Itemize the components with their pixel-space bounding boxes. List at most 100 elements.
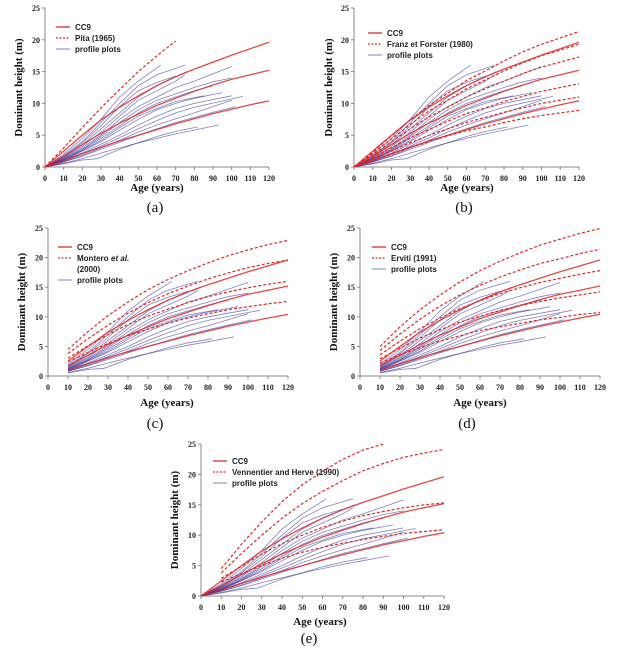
profile-plot-line	[379, 282, 561, 369]
profile-plot-line	[353, 74, 495, 168]
profile-plot-line	[200, 555, 390, 597]
x-tick-label: 30	[406, 174, 414, 183]
legend-label: CC9	[387, 29, 404, 38]
model-curve-dashed	[379, 270, 601, 356]
y-tick-label: 20	[188, 470, 196, 479]
profile-plot-line	[200, 510, 404, 597]
x-tick-label: 50	[456, 383, 464, 392]
x-tick-label: 0	[199, 603, 203, 612]
profile-plot-line	[44, 124, 219, 168]
chart-panel-b: 0 10 20 30 40 50 60 70 80 90 100 110 120 0 5 10 15 20 25 Ag…	[323, 4, 585, 216]
model-curve-dashed	[67, 300, 289, 363]
profile-plot-line	[379, 299, 541, 370]
x-tick-label: 100	[536, 174, 548, 183]
profile-plot-line	[44, 92, 223, 168]
x-tick-label: 110	[418, 603, 430, 612]
panel-caption: (d)	[458, 416, 476, 432]
y-tick-label: 20	[341, 36, 349, 45]
x-tick-label: 60	[153, 174, 161, 183]
profile-plot-line	[67, 313, 249, 372]
y-tick-label: 10	[188, 531, 196, 540]
model-curve-dashed	[220, 502, 445, 579]
x-tick-label: 40	[436, 383, 444, 392]
x-tick-label: 40	[116, 174, 124, 183]
legend-label: CC9	[75, 23, 92, 32]
profile-plot-line	[379, 280, 511, 366]
x-tick-label: 20	[388, 174, 396, 183]
cc9-curve	[353, 100, 580, 168]
profile-plot-line	[44, 74, 186, 168]
y-tick-label: 5	[345, 131, 349, 140]
cc9-curve	[44, 41, 270, 168]
x-tick-label: 70	[172, 174, 180, 183]
x-tick-label: 40	[425, 174, 433, 183]
panel-caption: (c)	[147, 416, 164, 432]
y-tick-label: 0	[36, 163, 40, 172]
y-tick-label: 5	[39, 342, 43, 351]
x-tick-label: 110	[245, 174, 257, 183]
x-tick-label: 100	[242, 383, 254, 392]
profile-plot-line	[67, 309, 249, 371]
x-tick-label: 60	[164, 383, 172, 392]
profile-plot-line	[44, 64, 186, 168]
profile-plot-line	[200, 507, 354, 597]
cc9-curve	[67, 285, 289, 367]
y-tick-label: 5	[36, 131, 40, 140]
x-tick-label: 30	[97, 174, 105, 183]
legend-label: CC9	[232, 457, 249, 466]
chart-panel-e: 0 10 20 30 40 50 60 70 80 90 100 110 120 0 5 10 15 20 25 Ag…	[169, 440, 450, 647]
cc9-curve	[67, 313, 289, 371]
x-tick-label: 50	[144, 383, 152, 392]
y-tick-label: 10	[32, 99, 40, 108]
x-tick-label: 110	[574, 383, 586, 392]
model-curve-dashed	[67, 239, 289, 350]
x-tick-label: 100	[226, 174, 238, 183]
x-axis-label: Age (years)	[293, 616, 347, 628]
profile-plot-line	[379, 309, 561, 371]
x-tick-label: 30	[416, 383, 424, 392]
profile-plot-line	[67, 309, 219, 370]
model-curve-dashed	[379, 312, 601, 364]
profile-plot-line	[200, 557, 368, 597]
profile-plot-line	[353, 124, 529, 168]
x-tick-label: 90	[536, 383, 544, 392]
y-tick-label: 0	[351, 372, 355, 381]
x-tick-label: 110	[554, 174, 566, 183]
x-axis-label: Age (years)	[130, 182, 184, 194]
profile-plot-line	[67, 299, 229, 370]
y-tick-label: 20	[347, 254, 355, 263]
profile-plot-line	[379, 309, 531, 370]
x-tick-label: 90	[379, 603, 387, 612]
legend-label: profile plots	[75, 45, 121, 54]
y-tick-label: 15	[341, 68, 349, 77]
profile-plot-line	[67, 292, 249, 370]
legend: CC9 Franz et Forster (1980) profile plots	[368, 29, 473, 60]
profile-plot-line	[67, 289, 199, 369]
x-tick-label: 90	[224, 383, 232, 392]
y-tick-label: 5	[192, 562, 196, 571]
model-curve-dashed	[353, 83, 580, 168]
x-tick-label: 70	[339, 603, 347, 612]
x-axis-label: Age (years)	[140, 397, 194, 409]
y-tick-label: 15	[32, 68, 40, 77]
x-axis-label: Age (years)	[453, 397, 507, 409]
cc9-curve	[44, 69, 270, 168]
x-tick-label: 40	[124, 383, 132, 392]
legend-label: Vennentier and Herve (1990)	[232, 468, 339, 477]
profile-plot-line	[67, 280, 173, 365]
profile-plot-line	[200, 499, 404, 597]
profile-plot-line	[379, 289, 511, 369]
legend-label: Franz et Forster (1980)	[387, 40, 473, 49]
y-axis-label: Dominant height (m)	[323, 38, 335, 137]
y-tick-label: 0	[345, 163, 349, 172]
y-tick-label: 25	[35, 224, 43, 233]
profile-plot-line	[379, 338, 525, 374]
x-tick-label: 50	[134, 174, 142, 183]
model-curve-dashed	[353, 56, 580, 168]
model-curve-dashed	[353, 96, 580, 168]
x-tick-label: 120	[263, 174, 275, 183]
profile-plot-line	[67, 306, 239, 371]
x-tick-label: 0	[43, 174, 47, 183]
model-curve-dashed	[379, 228, 601, 347]
x-tick-label: 70	[481, 174, 489, 183]
